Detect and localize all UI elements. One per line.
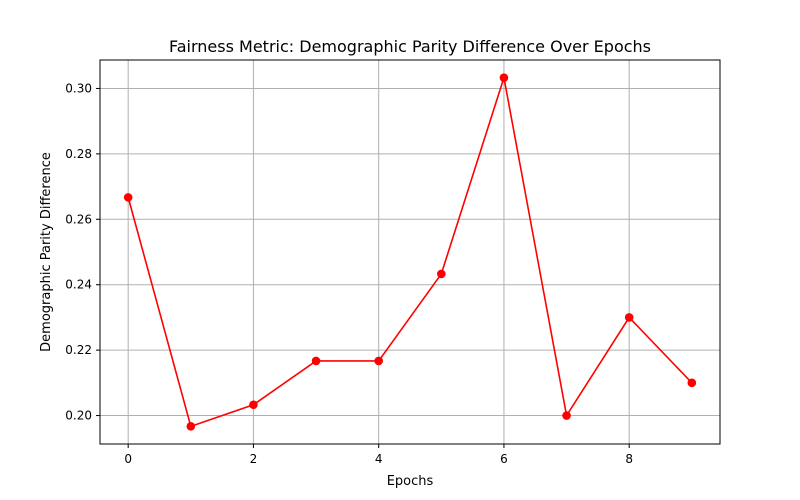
x-tick-label: 4 (375, 452, 383, 466)
tick-labels: 0 2 4 6 8 0.20 0.22 0.24 0.26 0.28 0.30 (65, 81, 633, 466)
data-point (437, 269, 446, 279)
data-point (123, 193, 133, 202)
data-series (123, 73, 697, 431)
x-tick-label: 2 (250, 452, 258, 466)
y-tick-label: 0.28 (65, 147, 92, 161)
series-line (127, 77, 693, 428)
x-tick-label: 8 (625, 452, 633, 466)
x-axis-label: Epochs (387, 474, 434, 489)
y-tick-label: 0.22 (65, 343, 92, 357)
data-point (624, 313, 634, 322)
data-point (562, 411, 571, 420)
plot-frame (99, 59, 721, 445)
y-tick-label: 0.26 (65, 212, 92, 226)
data-point (687, 378, 697, 388)
x-tick-label: 0 (124, 452, 132, 466)
axis-ticks (96, 87, 630, 448)
x-tick-label: 6 (500, 452, 508, 466)
y-axis-label: Demographic Parity Difference (39, 152, 54, 352)
chart-title: Fairness Metric: Demographic Parity Diff… (169, 37, 651, 56)
data-point (499, 73, 509, 82)
data-point (249, 400, 258, 410)
grid-lines (100, 60, 720, 444)
data-point (311, 356, 321, 366)
data-point (374, 356, 383, 366)
y-tick-label: 0.24 (65, 278, 92, 292)
data-point (186, 422, 196, 431)
y-tick-label: 0.20 (65, 409, 92, 423)
y-tick-label: 0.30 (65, 81, 92, 95)
